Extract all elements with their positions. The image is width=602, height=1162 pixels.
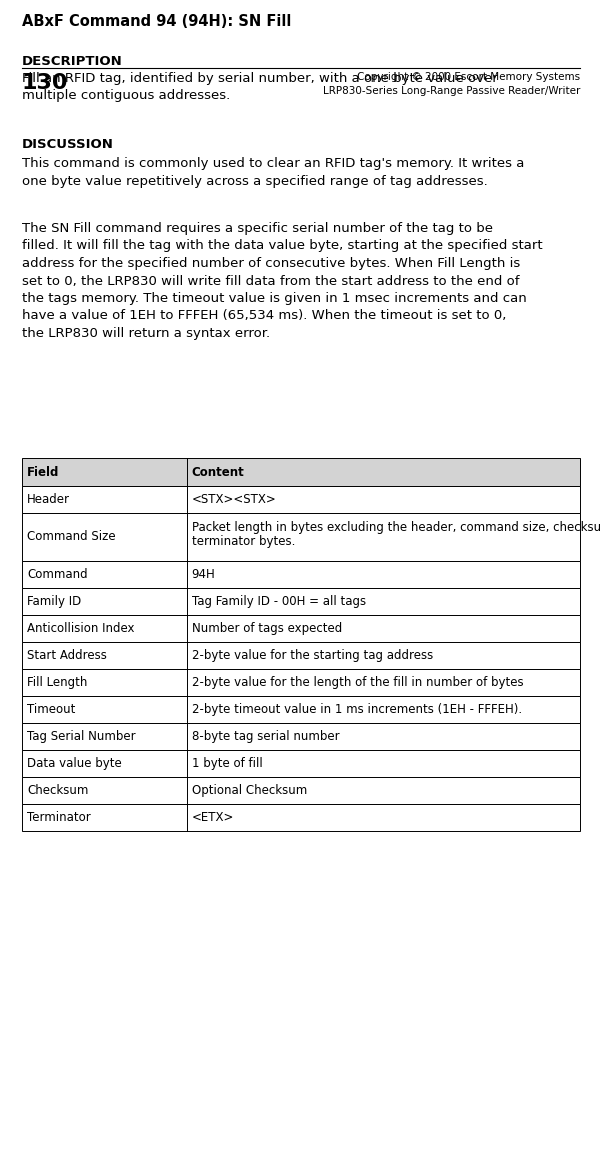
Text: Timeout: Timeout <box>27 703 75 716</box>
Bar <box>22 486 580 512</box>
Text: 2-byte timeout value in 1 ms increments (1EH - FFFEH).: 2-byte timeout value in 1 ms increments … <box>191 703 522 716</box>
Text: This command is commonly used to clear an RFID tag's memory. It writes a
one byt: This command is commonly used to clear a… <box>22 157 524 187</box>
Text: Command: Command <box>27 568 88 581</box>
Bar <box>22 512 580 561</box>
Bar <box>22 615 580 641</box>
Text: Fill an RFID tag, identified by serial number, with a one byte value over
multip: Fill an RFID tag, identified by serial n… <box>22 72 498 102</box>
Text: ABxF Command 94 (94H): SN Fill: ABxF Command 94 (94H): SN Fill <box>22 14 291 29</box>
Bar <box>22 723 580 749</box>
Text: 2-byte value for the starting tag address: 2-byte value for the starting tag addres… <box>191 650 433 662</box>
Text: Data value byte: Data value byte <box>27 756 122 770</box>
Text: DISCUSSION: DISCUSSION <box>22 138 114 151</box>
Text: 94H: 94H <box>191 568 216 581</box>
Text: Checksum: Checksum <box>27 784 88 797</box>
Text: Tag Serial Number: Tag Serial Number <box>27 730 135 743</box>
Text: 8-byte tag serial number: 8-byte tag serial number <box>191 730 340 743</box>
Bar <box>22 749 580 777</box>
Text: Field: Field <box>27 466 60 479</box>
Bar <box>22 669 580 696</box>
Bar <box>22 641 580 669</box>
Text: Family ID: Family ID <box>27 595 81 608</box>
Text: 130: 130 <box>22 73 69 93</box>
Text: Anticollision Index: Anticollision Index <box>27 622 134 634</box>
Text: Tag Family ID - 00H = all tags: Tag Family ID - 00H = all tags <box>191 595 366 608</box>
Bar <box>22 777 580 804</box>
Text: 2-byte value for the length of the fill in number of bytes: 2-byte value for the length of the fill … <box>191 676 523 689</box>
Bar <box>22 588 580 615</box>
Text: Packet length in bytes excluding the header, command size, checksum and: Packet length in bytes excluding the hea… <box>191 521 602 535</box>
Bar <box>22 804 580 831</box>
Text: terminator bytes.: terminator bytes. <box>191 536 295 548</box>
Text: Terminator: Terminator <box>27 811 91 824</box>
Bar <box>22 458 580 486</box>
Bar <box>22 696 580 723</box>
Text: Optional Checksum: Optional Checksum <box>191 784 307 797</box>
Text: <ETX>: <ETX> <box>191 811 234 824</box>
Text: Header: Header <box>27 493 70 505</box>
Text: Command Size: Command Size <box>27 531 116 544</box>
Text: Start Address: Start Address <box>27 650 107 662</box>
Text: DESCRIPTION: DESCRIPTION <box>22 55 123 69</box>
Text: 1 byte of fill: 1 byte of fill <box>191 756 262 770</box>
Text: <STX><STX>: <STX><STX> <box>191 493 276 505</box>
Text: Fill Length: Fill Length <box>27 676 87 689</box>
Text: LRP830-Series Long-Range Passive Reader/Writer: LRP830-Series Long-Range Passive Reader/… <box>323 86 580 96</box>
Bar <box>22 561 580 588</box>
Text: Content: Content <box>191 466 244 479</box>
Text: Copyright © 2000 Escort Memory Systems: Copyright © 2000 Escort Memory Systems <box>357 72 580 83</box>
Text: Number of tags expected: Number of tags expected <box>191 622 342 634</box>
Text: The SN Fill command requires a specific serial number of the tag to be
filled. I: The SN Fill command requires a specific … <box>22 222 542 340</box>
